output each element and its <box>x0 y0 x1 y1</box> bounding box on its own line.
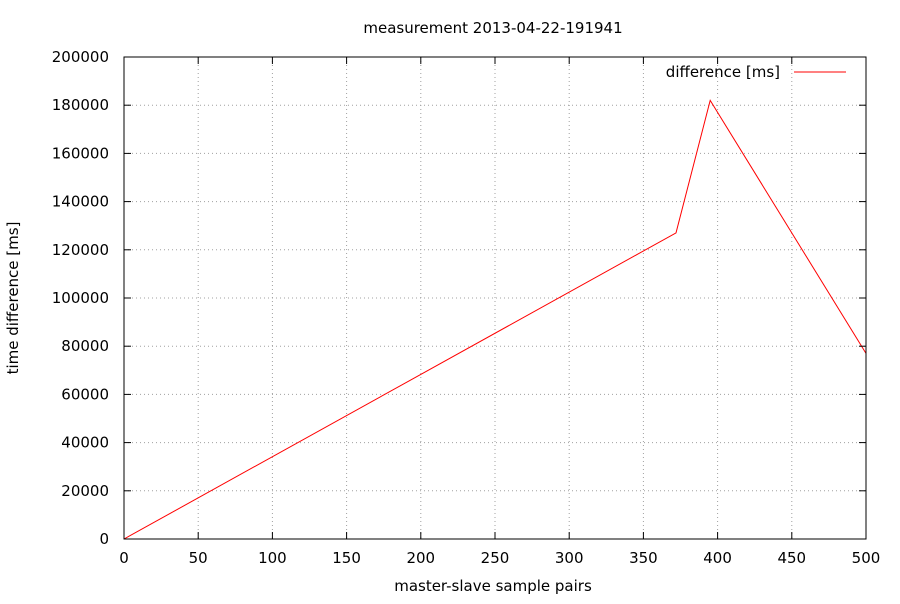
x-tick-label: 150 <box>332 549 361 567</box>
legend-label: difference [ms] <box>666 63 780 81</box>
x-tick-label: 350 <box>629 549 658 567</box>
y-tick-label: 100000 <box>52 289 109 307</box>
y-tick-label: 40000 <box>61 434 109 452</box>
x-tick-label: 0 <box>119 549 129 567</box>
y-tick-label: 20000 <box>61 482 109 500</box>
series-layer <box>123 99 867 540</box>
series-line-difference <box>123 99 867 540</box>
y-tick-label: 120000 <box>52 241 109 259</box>
y-tick-label: 80000 <box>61 337 109 355</box>
legend: difference [ms] <box>666 63 846 81</box>
y-tick-label: 180000 <box>52 96 109 114</box>
y-axis-label: time difference [ms] <box>4 222 22 375</box>
x-tick-label: 450 <box>777 549 806 567</box>
x-tick-label: 300 <box>555 549 584 567</box>
y-tick-label: 200000 <box>52 48 109 66</box>
x-tick-label: 400 <box>703 549 732 567</box>
y-tick-label: 160000 <box>52 144 109 162</box>
grid <box>124 57 866 539</box>
x-tick-label: 100 <box>258 549 287 567</box>
chart-title: measurement 2013-04-22-191941 <box>363 19 622 37</box>
y-tick-label: 140000 <box>52 193 109 211</box>
x-tick-label: 500 <box>852 549 881 567</box>
x-tick-label: 50 <box>189 549 208 567</box>
y-tick-label: 60000 <box>61 385 109 403</box>
axis-ticks: 0 50 100 150 200 250 300 350 400 450 500 0 20000 4000… <box>52 48 881 567</box>
x-axis-label: master-slave sample pairs <box>394 577 592 595</box>
x-tick-label: 250 <box>481 549 510 567</box>
y-tick-label: 0 <box>99 530 109 548</box>
x-tick-label: 200 <box>406 549 435 567</box>
